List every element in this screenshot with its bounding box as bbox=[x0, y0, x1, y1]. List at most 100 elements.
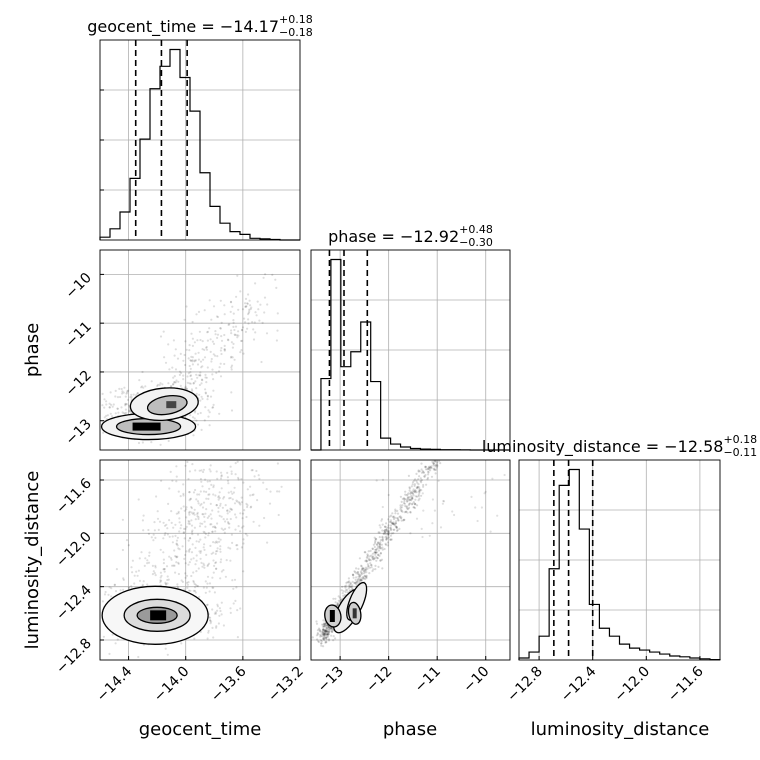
sample-point bbox=[141, 370, 144, 374]
sample-point bbox=[327, 626, 330, 629]
sample-point bbox=[259, 303, 262, 306]
sample-point bbox=[324, 641, 327, 644]
sample-point bbox=[230, 409, 234, 412]
sample-point bbox=[377, 549, 380, 552]
sample-point bbox=[385, 528, 388, 531]
sample-point bbox=[214, 526, 217, 529]
sample-point bbox=[219, 538, 222, 541]
sample-point bbox=[212, 403, 215, 406]
sample-point bbox=[181, 545, 184, 548]
sample-point bbox=[229, 300, 233, 303]
sample-point bbox=[276, 462, 279, 465]
sample-point bbox=[228, 522, 231, 525]
sample-point bbox=[357, 571, 360, 574]
sample-point bbox=[368, 555, 371, 558]
sample-point bbox=[439, 526, 443, 529]
sample-point bbox=[219, 327, 222, 330]
sample-point bbox=[135, 570, 138, 573]
sample-point bbox=[346, 581, 349, 584]
sample-point bbox=[349, 589, 352, 592]
sample-point bbox=[325, 626, 328, 629]
sample-point bbox=[165, 583, 168, 586]
sample-point bbox=[231, 356, 234, 359]
sample-point bbox=[417, 469, 420, 472]
sample-point bbox=[204, 373, 207, 376]
sample-point bbox=[237, 478, 240, 481]
sample-point bbox=[315, 620, 318, 623]
sample-point bbox=[370, 554, 373, 557]
sample-point bbox=[172, 526, 175, 529]
sample-point bbox=[380, 558, 384, 561]
sample-point bbox=[252, 493, 255, 496]
sample-point bbox=[410, 497, 414, 500]
sample-point bbox=[374, 551, 377, 554]
sample-point bbox=[379, 543, 382, 546]
sample-point bbox=[184, 562, 187, 565]
sample-point bbox=[207, 534, 210, 537]
sample-point bbox=[218, 607, 221, 610]
sample-point bbox=[248, 308, 251, 311]
sample-point bbox=[381, 538, 384, 541]
sample-point bbox=[173, 381, 176, 384]
sample-point bbox=[234, 325, 238, 328]
sample-point bbox=[189, 497, 192, 500]
sample-point bbox=[389, 538, 392, 541]
sample-point bbox=[201, 379, 204, 382]
sample-point bbox=[133, 574, 136, 577]
sample-point bbox=[325, 630, 328, 633]
sample-point bbox=[367, 557, 370, 560]
sample-point bbox=[318, 628, 321, 631]
sample-point bbox=[244, 330, 247, 333]
sample-point bbox=[179, 527, 182, 530]
sample-point bbox=[403, 511, 406, 514]
sample-point bbox=[199, 557, 202, 560]
sample-point bbox=[409, 510, 412, 514]
sample-point bbox=[192, 557, 195, 560]
sample-point bbox=[226, 512, 229, 515]
sample-point bbox=[425, 483, 428, 486]
sample-point bbox=[180, 642, 183, 645]
sample-point bbox=[381, 538, 385, 541]
sample-point bbox=[255, 469, 258, 473]
sample-point bbox=[193, 582, 196, 586]
sample-point bbox=[227, 521, 230, 524]
sample-point bbox=[113, 583, 116, 587]
sample-point bbox=[199, 360, 203, 363]
sample-point bbox=[191, 320, 194, 324]
sample-point bbox=[194, 352, 197, 355]
sample-point bbox=[188, 364, 191, 368]
sample-point bbox=[249, 308, 252, 311]
sample-point bbox=[240, 546, 243, 549]
sample-point bbox=[330, 634, 333, 637]
sample-point bbox=[434, 459, 437, 463]
sample-point bbox=[394, 510, 397, 513]
sample-point bbox=[227, 482, 230, 485]
sample-point bbox=[224, 520, 227, 523]
sample-point bbox=[211, 525, 215, 529]
sample-point bbox=[205, 490, 208, 493]
sample-point bbox=[405, 498, 408, 501]
sample-point bbox=[206, 394, 209, 397]
sample-point bbox=[392, 516, 395, 519]
sample-point bbox=[327, 628, 330, 631]
sample-point bbox=[106, 414, 109, 417]
sample-point bbox=[376, 547, 379, 550]
sample-point bbox=[315, 622, 319, 625]
sample-point bbox=[386, 541, 389, 544]
sample-point bbox=[228, 510, 231, 513]
sample-point bbox=[325, 636, 328, 639]
sample-point bbox=[330, 629, 333, 633]
sample-point bbox=[429, 466, 432, 469]
sample-point bbox=[236, 544, 239, 547]
sample-point bbox=[413, 484, 416, 487]
sample-point bbox=[387, 529, 390, 533]
sample-point bbox=[411, 496, 414, 499]
sample-point bbox=[411, 490, 414, 493]
sample-point bbox=[324, 630, 327, 633]
sample-point bbox=[422, 483, 425, 487]
sample-point bbox=[349, 585, 352, 588]
sample-point bbox=[192, 382, 195, 385]
sample-point bbox=[163, 524, 167, 527]
sample-point bbox=[206, 564, 209, 568]
sample-point bbox=[351, 580, 354, 583]
